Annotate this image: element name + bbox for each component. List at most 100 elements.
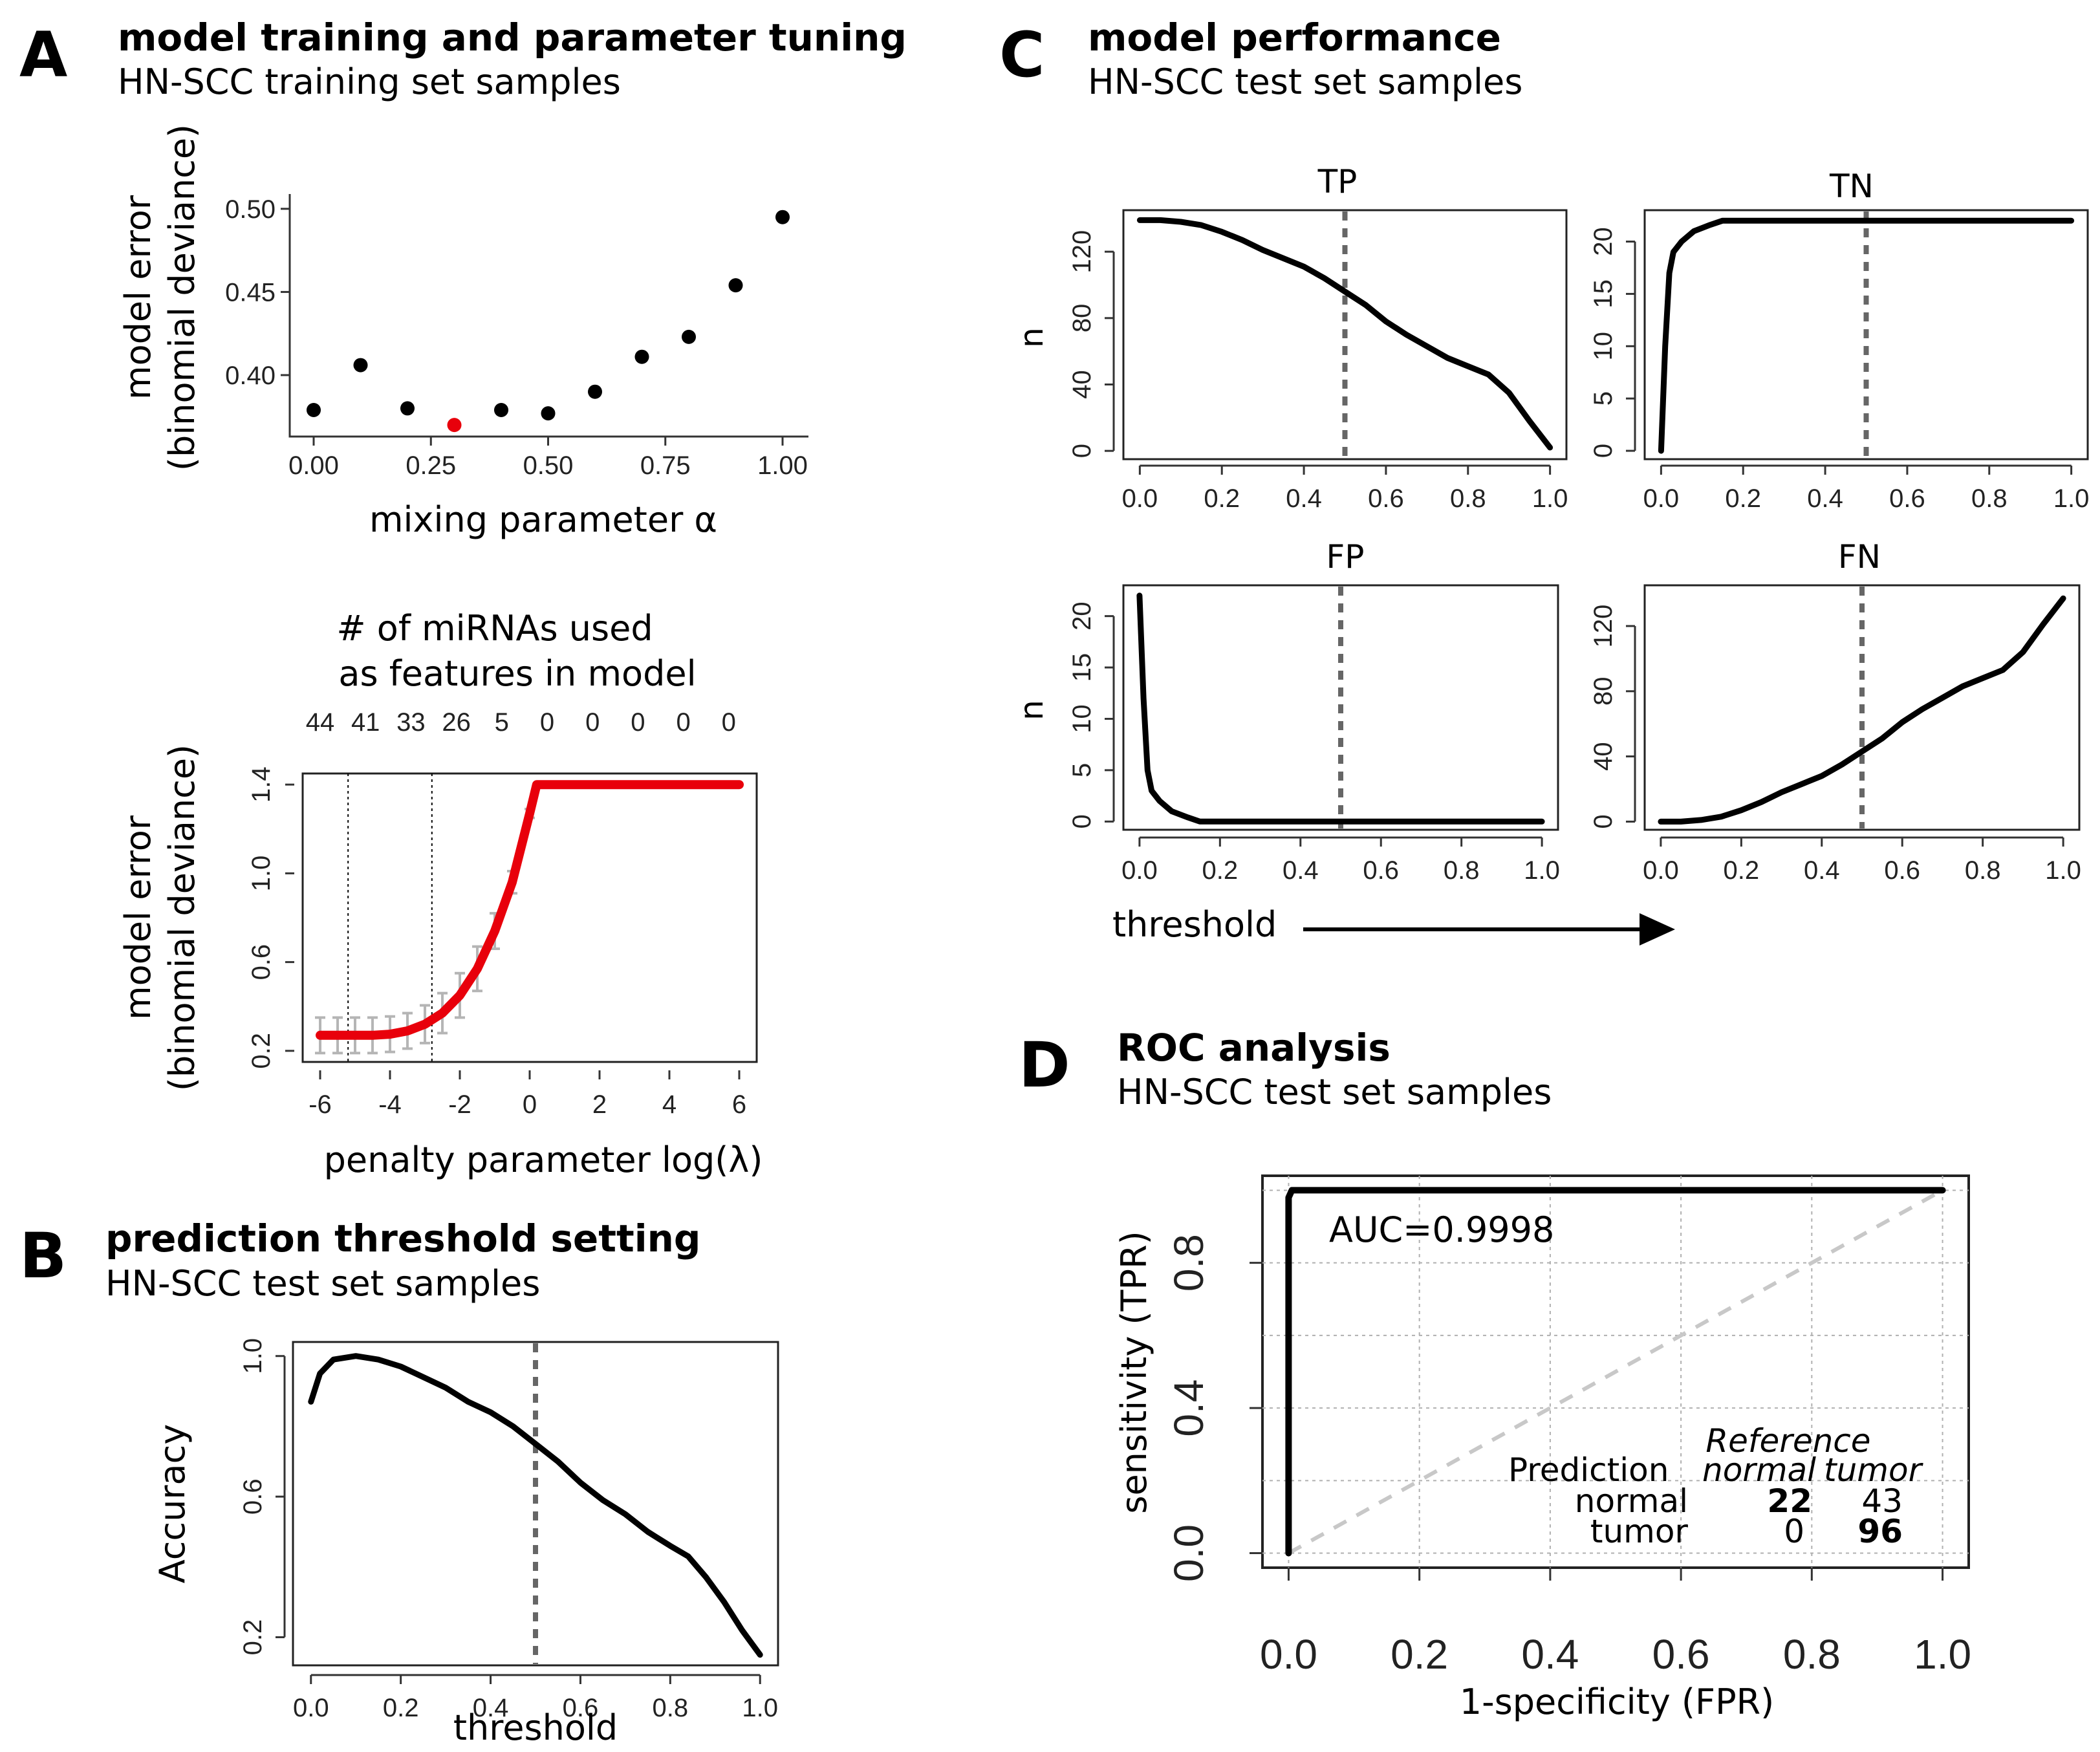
panel-c-title: model performance <box>1088 16 1501 59</box>
panel-a-letter: A <box>19 19 67 91</box>
roc-auc-annotation: AUC=0.9998 <box>1329 1209 1554 1250</box>
alpha-point <box>494 403 508 417</box>
confusion-col-normal: normal <box>1702 1451 1816 1489</box>
lambda-xtick-label: 6 <box>732 1090 746 1119</box>
fp-title: FP <box>1326 538 1365 576</box>
tp-xtick-label: 0.4 <box>1286 484 1322 513</box>
tn-xtick-label: 1.0 <box>2053 484 2090 513</box>
alpha-point <box>541 406 556 421</box>
chart-lambda: # of miRNAs used as features in model -6… <box>118 608 763 1180</box>
roc-xtick-label: 0.0 <box>1260 1631 1317 1678</box>
alpha-point <box>634 349 649 364</box>
tp-title: TP <box>1317 163 1358 200</box>
roc-xtick-label: 0.4 <box>1521 1631 1579 1678</box>
tn-xtick-label: 0.4 <box>1807 484 1843 513</box>
tn-ytick-label: 0 <box>1589 444 1618 458</box>
lambda-ytick-label: 0.2 <box>247 1033 276 1069</box>
tp-xtick-label: 0.0 <box>1122 484 1158 513</box>
alpha-xtick-label: 0.50 <box>523 451 574 480</box>
roc-ticks: 0.0 0.2 0.4 0.6 0.8 1.0 0.0 0.4 0.8 <box>1165 1234 1971 1678</box>
alpha-axes <box>288 194 808 438</box>
confusion-matrix: Reference Prediction normal tumor normal… <box>1508 1422 1924 1550</box>
alpha-point <box>775 210 790 224</box>
roc-xtick-label: 0.6 <box>1652 1631 1710 1678</box>
fn-plot-box <box>1643 584 2081 831</box>
confusion-cell-normal-normal: 22 <box>1767 1482 1812 1520</box>
fn-title: FN <box>1838 538 1881 576</box>
fp-xtick-label: 0.6 <box>1363 856 1399 885</box>
panel-d-subtitle: HN-SCC test set samples <box>1117 1072 1552 1112</box>
alpha-ylabel-line2: (binomial deviance) <box>162 124 202 471</box>
accuracy-ticks: 0.0 0.2 0.4 0.6 0.8 1.0 0.2 0.6 1.0 <box>239 1338 778 1722</box>
accuracy-line <box>308 1353 763 1658</box>
accuracy-xtick-label: 1.0 <box>742 1694 778 1722</box>
fn-line <box>1658 595 2066 825</box>
fn-xtick-label: 0.4 <box>1804 856 1840 885</box>
fn-xtick-label: 0.2 <box>1724 856 1760 885</box>
tp-line <box>1136 217 1553 451</box>
tp-ytick-label: 120 <box>1068 230 1096 274</box>
tp-ticks: 0.0 0.2 0.4 0.6 0.8 1.0 0 40 80 120 <box>1068 230 1568 513</box>
fp-xtick-label: 1.0 <box>1524 856 1560 885</box>
tp-curve <box>1136 211 1553 458</box>
tn-line <box>1658 217 2075 454</box>
panel-b-subtitle: HN-SCC test set samples <box>105 1263 540 1304</box>
fn-ytick-label: 120 <box>1589 605 1618 648</box>
alpha-points <box>307 210 790 433</box>
alpha-point <box>307 403 321 417</box>
fp-curve <box>1136 587 1545 828</box>
confusion-row-tumor: tumor <box>1590 1513 1689 1550</box>
roc-xtick-label: 0.8 <box>1783 1631 1841 1678</box>
threshold-label: threshold <box>1112 904 1277 945</box>
alpha-ytick-label: 0.50 <box>225 195 276 224</box>
lambda-toptick-label: 0 <box>540 708 554 737</box>
tp-xtick-label: 0.8 <box>1450 484 1486 513</box>
lambda-toptick-label: 0 <box>631 708 645 737</box>
roc-ytick-label: 0.0 <box>1165 1524 1212 1582</box>
fn-xtick-label: 0.8 <box>1965 856 2001 885</box>
alpha-point <box>682 329 696 344</box>
alpha-ylabel-line1: model error <box>118 195 158 400</box>
chart-roc: 0.0 0.2 0.4 0.6 0.8 1.0 0.0 0.4 0.8 AUC=0.9998 R… <box>1114 1174 1971 1722</box>
fp-ytick-label: 20 <box>1068 601 1096 631</box>
accuracy-plot-box <box>292 1341 779 1667</box>
confusion-reference-header: Reference <box>1705 1422 1870 1460</box>
chart-accuracy: 0.0 0.2 0.4 0.6 0.8 1.0 0.2 0.6 1.0 threshold Ac… <box>152 1338 779 1748</box>
fp-ylabel: n <box>1013 700 1050 720</box>
roc-xtick-label: 1.0 <box>1914 1631 1971 1678</box>
fp-xtick-label: 0.4 <box>1283 856 1319 885</box>
roc-ytick-label: 0.4 <box>1165 1379 1212 1437</box>
fp-xtick-label: 0.8 <box>1444 856 1480 885</box>
tn-plot-box <box>1643 209 2089 460</box>
panel-a-subtitle: HN-SCC training set samples <box>118 61 621 102</box>
lambda-ytick-label: 1.0 <box>247 856 276 892</box>
fn-ytick-label: 80 <box>1589 677 1618 706</box>
fp-ytick-label: 10 <box>1068 704 1096 733</box>
tn-ytick-label: 5 <box>1589 391 1618 406</box>
lambda-xtick-label: 2 <box>592 1090 607 1119</box>
lambda-line <box>316 780 744 1040</box>
alpha-xtick-label: 0.00 <box>288 451 339 480</box>
fn-ytick-label: 40 <box>1589 742 1618 771</box>
fp-ytick-label: 5 <box>1068 763 1096 777</box>
fp-xtick-label: 0.0 <box>1121 856 1158 885</box>
fn-ytick-label: 0 <box>1589 814 1618 828</box>
chart-alpha: 0.00 0.25 0.50 0.75 1.00 0.40 0.45 0.50 mixing … <box>118 124 808 540</box>
tn-ticks: 0.0 0.2 0.4 0.6 0.8 1.0 0 5 10 15 20 <box>1589 227 2089 513</box>
lambda-ticks: -6 -4 -2 0 2 4 6 0.2 0.6 1.0 1.4 44 41 33 26 5 0 0 0 0 0 <box>247 708 746 1119</box>
lambda-curve <box>316 780 744 1040</box>
lambda-xtick-label: -6 <box>309 1090 332 1119</box>
lambda-toptick-label: 0 <box>585 708 600 737</box>
threshold-arrow: threshold <box>1112 904 1675 946</box>
lambda-xtick-label: 4 <box>662 1090 677 1119</box>
fp-xtick-label: 0.2 <box>1202 856 1239 885</box>
accuracy-xtick-label: 0.8 <box>653 1694 689 1722</box>
lambda-xtick-label: -4 <box>378 1090 402 1119</box>
alpha-ticks: 0.00 0.25 0.50 0.75 1.00 0.40 0.45 0.50 <box>225 195 808 480</box>
roc-ytick-label: 0.8 <box>1165 1234 1212 1292</box>
lambda-toptick-label: 41 <box>351 708 380 737</box>
chart-fn: 0.0 0.2 0.4 0.6 0.8 1.0 0 40 80 120 FN <box>1589 538 2081 885</box>
tp-ytick-label: 0 <box>1068 444 1096 458</box>
tn-xtick-label: 0.2 <box>1725 484 1761 513</box>
